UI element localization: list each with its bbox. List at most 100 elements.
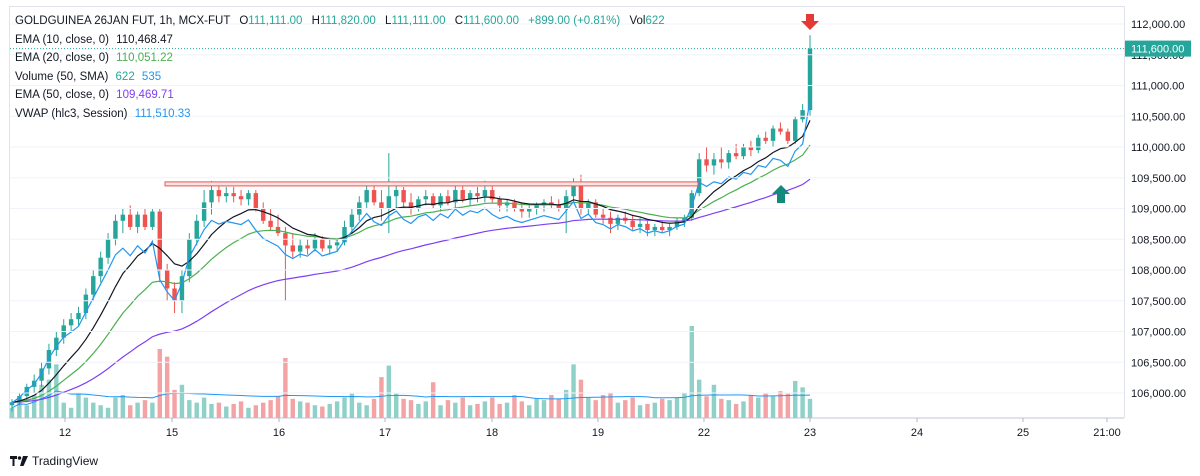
volume-bar <box>467 405 473 418</box>
volume-bar <box>430 382 436 418</box>
volume-bar <box>364 405 369 418</box>
candle <box>268 208 273 231</box>
candle-body <box>349 214 355 227</box>
volume-bar <box>31 395 37 418</box>
high-label: H <box>311 15 320 27</box>
candle <box>467 190 473 206</box>
candle-body <box>150 211 155 227</box>
candle <box>172 282 177 314</box>
volume-bar <box>76 392 81 418</box>
candle <box>91 270 96 301</box>
volume-bar <box>674 397 680 418</box>
volume-bar <box>268 400 273 418</box>
candle-body <box>453 190 458 203</box>
legend-vwap[interactable]: VWAP (hlc3, Session) 111,510.33 <box>15 105 665 124</box>
volume-bar <box>719 398 724 418</box>
candle <box>135 211 140 234</box>
volume-bar <box>172 389 177 418</box>
candle-body <box>726 153 731 163</box>
volume-bar <box>105 407 111 418</box>
down-arrow-icon <box>801 14 819 30</box>
x-tick-label: 12 <box>59 427 71 439</box>
candle <box>120 208 126 234</box>
volume-bar <box>637 405 643 418</box>
volume-bar <box>231 403 236 418</box>
volume-bar <box>320 406 325 418</box>
candle-body <box>253 193 259 209</box>
candle-body <box>778 128 783 132</box>
candle-body <box>120 214 126 221</box>
candle <box>460 183 465 203</box>
candle <box>748 140 754 157</box>
tradingview-logo-icon <box>10 456 28 466</box>
volume-bar <box>711 384 717 418</box>
candle-body <box>534 205 539 209</box>
volume-bar <box>785 393 791 418</box>
ema20-label: EMA (20, close, 0) <box>15 52 109 65</box>
volume-bar <box>24 405 29 418</box>
legend-ema10[interactable]: EMA (10, close, 0) 110,468.47 <box>15 31 665 50</box>
candle-body <box>231 193 236 197</box>
volume-bar <box>46 379 52 418</box>
volume-bar <box>194 402 199 418</box>
volume-bar <box>142 400 148 418</box>
volume-bar <box>652 402 658 418</box>
legend-volume[interactable]: Volume (50, SMA) 622 535 <box>15 68 665 87</box>
candle <box>527 205 532 218</box>
candle-body <box>615 217 621 224</box>
y-tick-label: 109,000.00 <box>1131 204 1186 216</box>
volume-bar <box>61 402 66 418</box>
volume-bar <box>615 402 621 418</box>
y-tick-label: 106,000.00 <box>1131 388 1186 400</box>
x-tick-label: 22 <box>698 427 710 439</box>
volume-value: 622 <box>115 70 135 83</box>
candle <box>150 208 155 231</box>
legend-ema20[interactable]: EMA (20, close, 0) 110,051.22 <box>15 49 665 68</box>
candle <box>349 208 355 234</box>
volume-bar <box>179 384 185 418</box>
candle-body <box>445 196 451 203</box>
volume-bar <box>453 402 458 418</box>
volume-bar <box>689 326 694 418</box>
volume-bar <box>98 405 103 418</box>
candle <box>541 199 547 212</box>
candle <box>54 331 59 357</box>
candle <box>224 186 229 203</box>
candle <box>793 116 798 144</box>
candle <box>549 196 554 209</box>
candle <box>68 313 74 332</box>
candle-body <box>224 193 229 197</box>
volume-bar <box>423 401 428 418</box>
candle-body <box>216 190 222 197</box>
candle <box>741 143 746 160</box>
x-tick-label: 15 <box>166 427 178 439</box>
candle <box>290 233 295 258</box>
legend-ema50[interactable]: EMA (50, close, 0) 109,469.71 <box>15 86 665 105</box>
candle-body <box>652 226 658 231</box>
candle <box>9 399 15 412</box>
candle-body <box>563 196 569 209</box>
candle-body <box>268 220 273 227</box>
candle <box>645 220 650 237</box>
candle-body <box>238 196 244 200</box>
volume-bar <box>408 400 414 418</box>
volume-bar <box>17 400 22 418</box>
tradingview-brand[interactable]: TradingView <box>10 454 98 468</box>
candle <box>261 202 266 224</box>
candle-body <box>475 193 480 197</box>
volume-bar <box>113 397 118 418</box>
brand-name: TradingView <box>32 454 99 468</box>
ema50-label: EMA (50, close, 0) <box>15 89 109 102</box>
candle-body <box>105 239 111 258</box>
candle-body <box>142 214 148 227</box>
x-tick-label: 17 <box>379 427 391 439</box>
candle-body <box>334 242 340 246</box>
candle <box>423 190 428 206</box>
candle <box>98 251 103 283</box>
candle <box>216 183 222 203</box>
ema10-value: 110,468.47 <box>116 33 173 46</box>
ema20-value: 110,051.22 <box>116 52 173 65</box>
annotations: 111,600.00 <box>10 14 1191 203</box>
candle <box>113 214 118 246</box>
